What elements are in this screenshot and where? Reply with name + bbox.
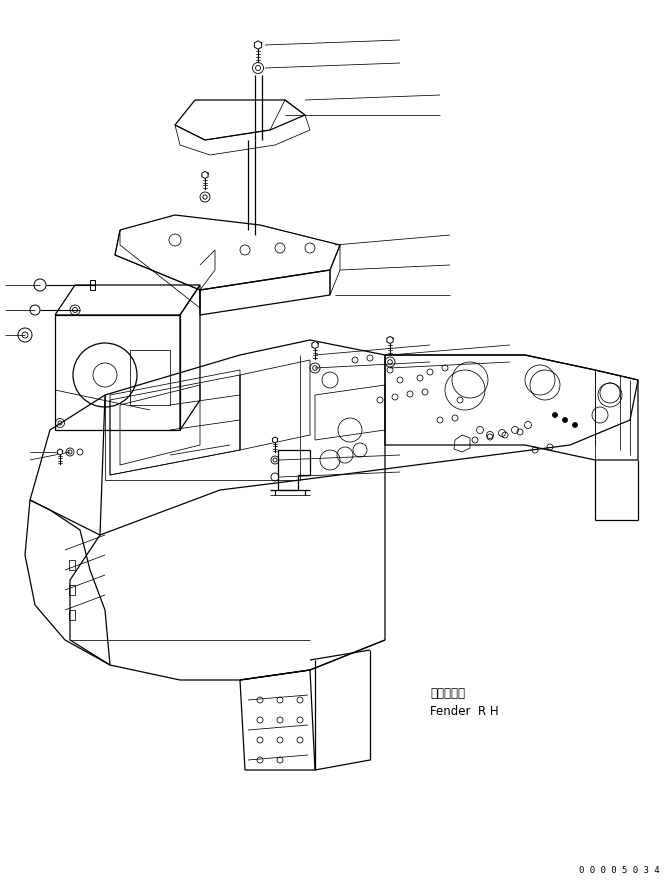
Polygon shape (202, 171, 208, 178)
Text: フェンタ右: フェンタ右 (430, 687, 465, 700)
Polygon shape (255, 41, 261, 49)
Polygon shape (272, 437, 278, 443)
Bar (69, 560, 75, 570)
Text: Fender  R H: Fender R H (430, 705, 499, 718)
Bar (130, 350, 170, 405)
Circle shape (552, 412, 558, 417)
Circle shape (573, 423, 577, 427)
Polygon shape (387, 336, 393, 343)
Circle shape (562, 417, 567, 423)
Text: 0 0 0 0 5 0 3 4: 0 0 0 0 5 0 3 4 (579, 866, 660, 875)
Polygon shape (312, 342, 318, 349)
Bar (69, 610, 75, 620)
Bar (69, 585, 75, 595)
Polygon shape (57, 449, 62, 455)
